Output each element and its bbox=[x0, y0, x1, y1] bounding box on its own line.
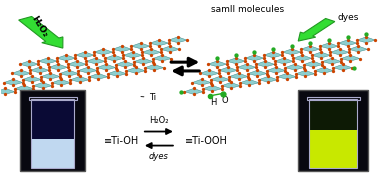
Polygon shape bbox=[153, 55, 171, 61]
Polygon shape bbox=[184, 88, 203, 94]
Polygon shape bbox=[266, 67, 285, 73]
Polygon shape bbox=[33, 82, 52, 88]
Polygon shape bbox=[314, 67, 333, 73]
Polygon shape bbox=[259, 76, 277, 82]
Polygon shape bbox=[285, 64, 304, 70]
Text: dyes: dyes bbox=[149, 152, 169, 161]
Text: H₂O₂: H₂O₂ bbox=[149, 116, 169, 125]
Polygon shape bbox=[169, 37, 187, 43]
Polygon shape bbox=[4, 79, 23, 85]
Polygon shape bbox=[264, 52, 282, 58]
FancyArrow shape bbox=[298, 18, 335, 41]
FancyBboxPatch shape bbox=[31, 99, 74, 139]
Polygon shape bbox=[89, 73, 108, 79]
Polygon shape bbox=[330, 49, 349, 55]
Text: dyes: dyes bbox=[338, 13, 359, 22]
Polygon shape bbox=[240, 79, 259, 85]
Polygon shape bbox=[57, 55, 76, 61]
Polygon shape bbox=[70, 76, 89, 82]
Polygon shape bbox=[86, 58, 105, 64]
Polygon shape bbox=[219, 67, 237, 73]
Polygon shape bbox=[131, 43, 150, 49]
Polygon shape bbox=[304, 61, 322, 67]
Polygon shape bbox=[60, 70, 78, 76]
Polygon shape bbox=[320, 43, 338, 49]
Polygon shape bbox=[49, 64, 68, 70]
Polygon shape bbox=[78, 67, 97, 73]
Polygon shape bbox=[145, 64, 164, 70]
Polygon shape bbox=[108, 70, 126, 76]
FancyArrow shape bbox=[19, 16, 63, 48]
Polygon shape bbox=[237, 64, 256, 70]
Polygon shape bbox=[38, 58, 57, 64]
Text: H₂O₂: H₂O₂ bbox=[29, 15, 50, 39]
Polygon shape bbox=[282, 49, 301, 55]
Polygon shape bbox=[124, 52, 142, 58]
Polygon shape bbox=[341, 55, 360, 61]
Polygon shape bbox=[126, 67, 145, 73]
Polygon shape bbox=[296, 70, 314, 76]
Polygon shape bbox=[293, 55, 312, 61]
Text: O: O bbox=[222, 96, 228, 105]
Polygon shape bbox=[277, 73, 296, 79]
Text: H: H bbox=[210, 98, 217, 107]
Polygon shape bbox=[229, 73, 248, 79]
Polygon shape bbox=[245, 55, 264, 61]
Polygon shape bbox=[222, 82, 240, 88]
Polygon shape bbox=[41, 73, 60, 79]
Polygon shape bbox=[248, 70, 266, 76]
Polygon shape bbox=[349, 46, 367, 52]
Polygon shape bbox=[161, 46, 179, 52]
Text: ≡Ti-OOH: ≡Ti-OOH bbox=[184, 136, 228, 146]
Polygon shape bbox=[52, 79, 70, 85]
Polygon shape bbox=[105, 55, 124, 61]
FancyBboxPatch shape bbox=[309, 130, 358, 167]
Polygon shape bbox=[113, 46, 131, 52]
Polygon shape bbox=[301, 46, 320, 52]
Polygon shape bbox=[134, 58, 153, 64]
Polygon shape bbox=[142, 49, 161, 55]
Polygon shape bbox=[23, 76, 41, 82]
Polygon shape bbox=[12, 70, 30, 76]
Polygon shape bbox=[150, 40, 169, 46]
Polygon shape bbox=[312, 52, 330, 58]
Polygon shape bbox=[333, 64, 352, 70]
Polygon shape bbox=[338, 40, 357, 46]
Polygon shape bbox=[30, 67, 49, 73]
Polygon shape bbox=[256, 61, 274, 67]
Polygon shape bbox=[68, 61, 86, 67]
Polygon shape bbox=[200, 70, 219, 76]
Text: samll molecules: samll molecules bbox=[211, 5, 284, 14]
FancyBboxPatch shape bbox=[31, 139, 74, 167]
Polygon shape bbox=[274, 58, 293, 64]
FancyBboxPatch shape bbox=[309, 99, 358, 130]
Polygon shape bbox=[192, 79, 211, 85]
FancyBboxPatch shape bbox=[20, 90, 85, 171]
Polygon shape bbox=[20, 61, 38, 67]
Text: Ti: Ti bbox=[141, 93, 156, 102]
Polygon shape bbox=[211, 76, 229, 82]
Polygon shape bbox=[116, 61, 134, 67]
Polygon shape bbox=[322, 58, 341, 64]
Polygon shape bbox=[203, 85, 222, 91]
Polygon shape bbox=[76, 52, 94, 58]
Polygon shape bbox=[94, 49, 113, 55]
Polygon shape bbox=[15, 85, 33, 91]
Text: ≡Ti-OH: ≡Ti-OH bbox=[104, 136, 139, 146]
Polygon shape bbox=[0, 88, 15, 94]
Polygon shape bbox=[226, 58, 245, 64]
Polygon shape bbox=[97, 64, 116, 70]
FancyBboxPatch shape bbox=[298, 90, 368, 171]
Polygon shape bbox=[357, 37, 375, 43]
Polygon shape bbox=[208, 61, 226, 67]
